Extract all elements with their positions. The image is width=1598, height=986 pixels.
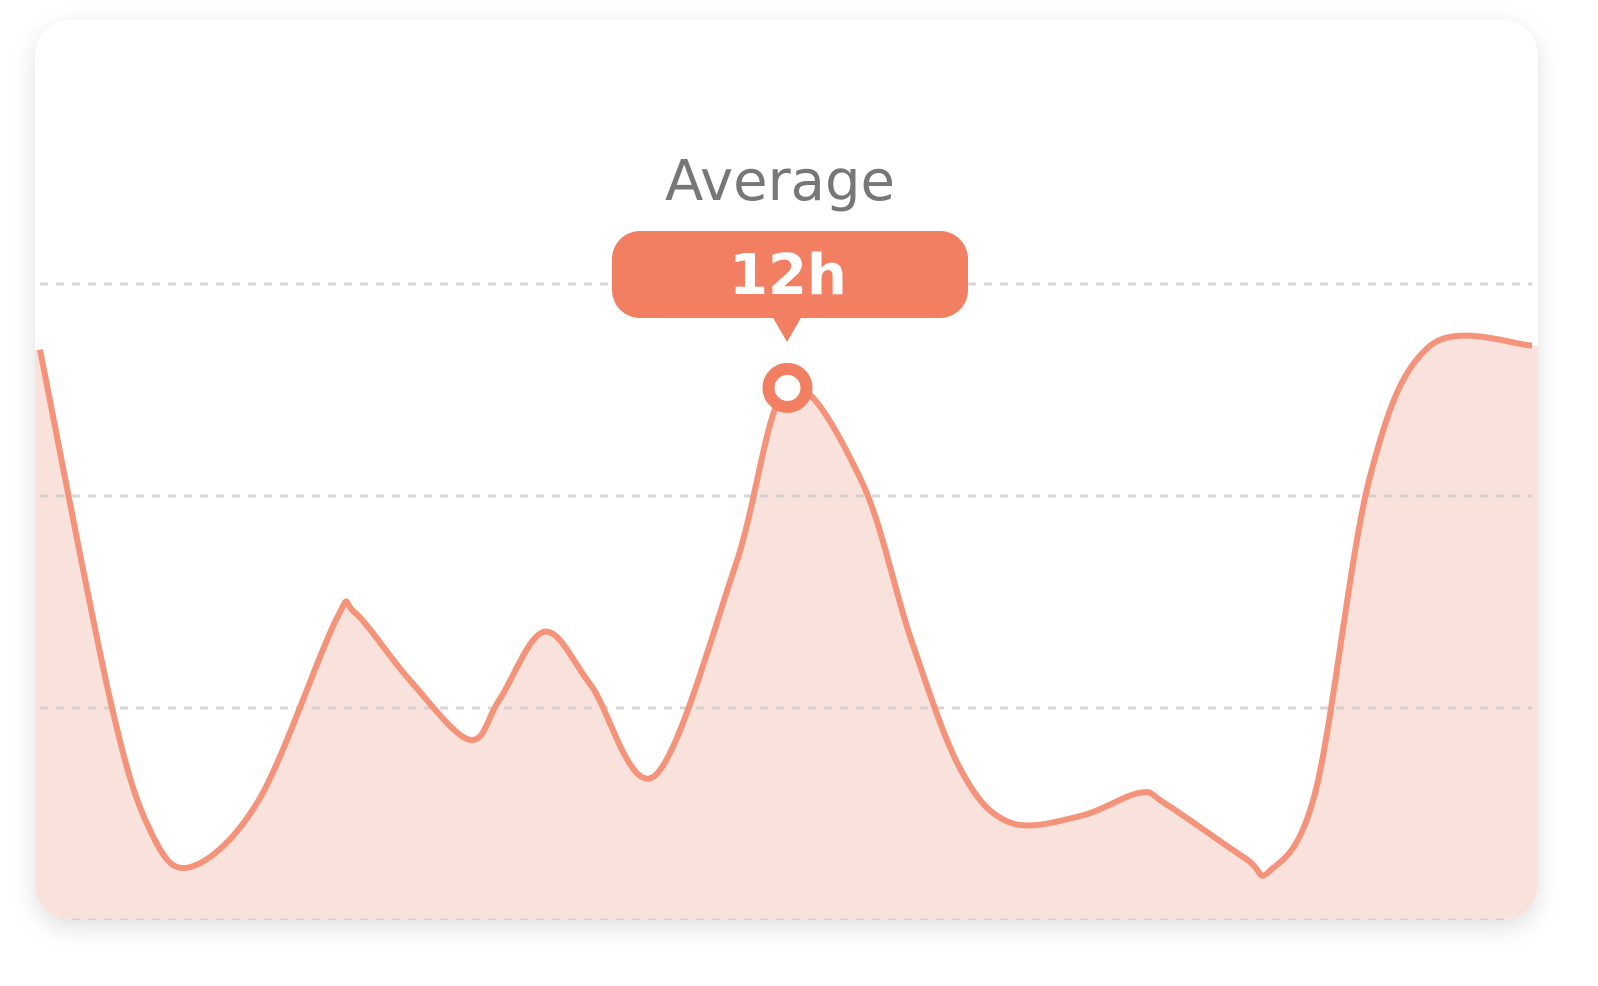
line: [37, 332, 1533, 879]
label: Average: [665, 149, 895, 214]
area: [35, 335, 1538, 920]
callout: 12h: [612, 231, 968, 342]
callout-text: 12h: [729, 243, 847, 308]
callout-pointer: [772, 316, 802, 342]
highlight-point: [762, 362, 813, 413]
callout-box: [612, 231, 968, 318]
